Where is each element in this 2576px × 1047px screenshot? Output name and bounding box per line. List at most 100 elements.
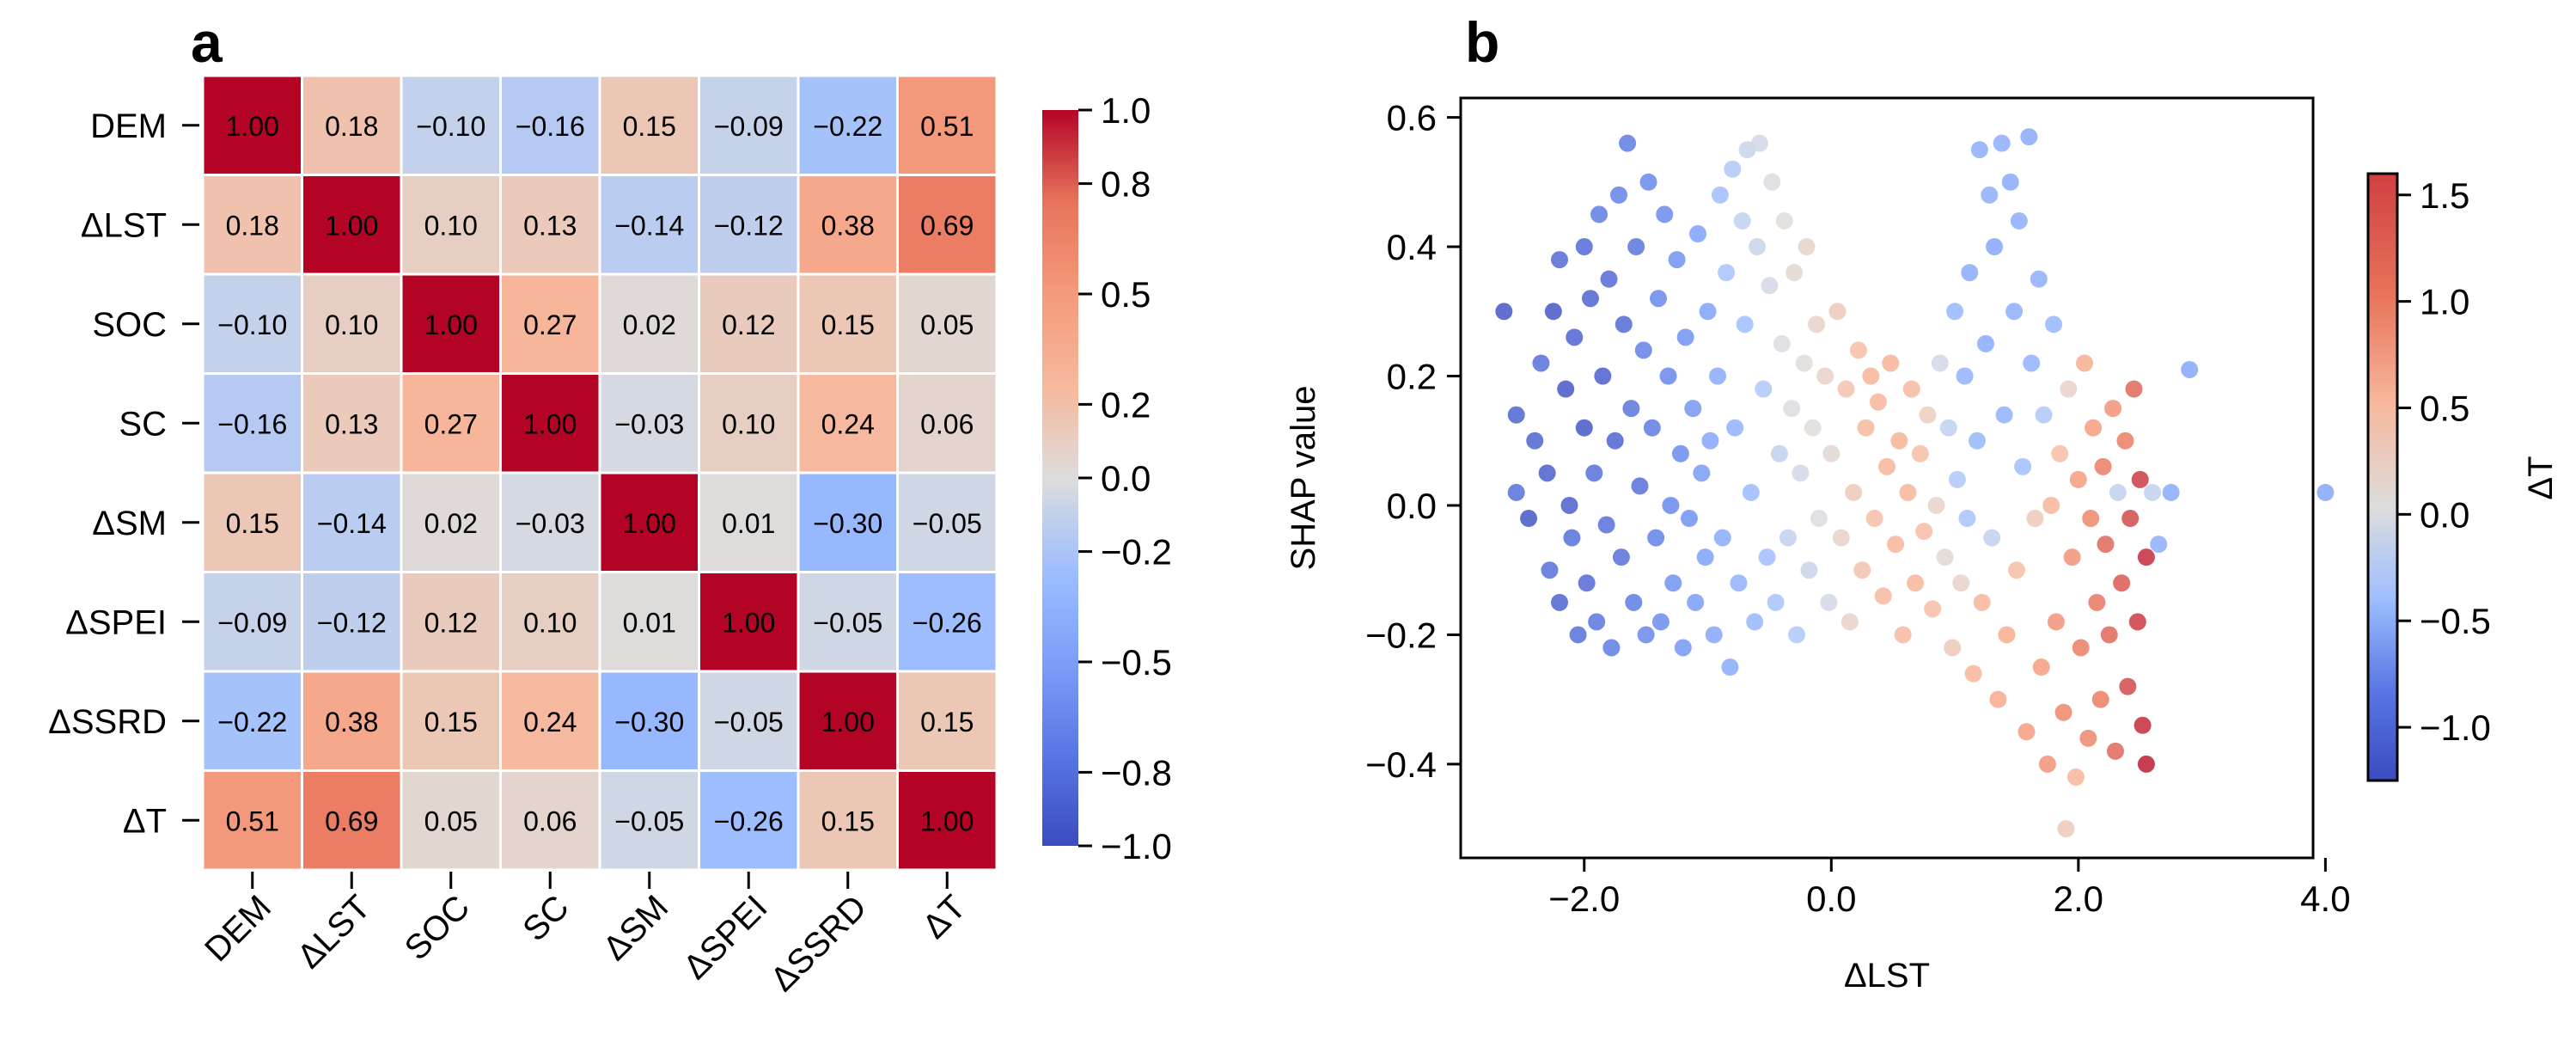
scatter-point-5 [1532, 354, 1550, 372]
heatmap-cell-7-7 [896, 769, 998, 872]
scatter-point-11 [1557, 380, 1575, 398]
scatter-point-102 [1849, 341, 1867, 359]
heatmap-cell-value-6-6: 1.00 [821, 707, 875, 738]
scatter-y-axis-label: SHAP value [1285, 386, 1322, 571]
heatmap-colorbar-tick-label-4: 0.0 [1101, 458, 1151, 499]
scatter-point-166 [2069, 470, 2087, 488]
heatmap-colorbar-tick-label-8: −1.0 [1101, 826, 1172, 866]
scatter-point-137 [1981, 186, 1999, 204]
heatmap-cell-5-4 [598, 571, 700, 673]
heatmap-cell-6-2 [400, 670, 502, 772]
heatmap-cell-value-0-2: −0.10 [416, 111, 485, 142]
heatmap-cell-value-1-0: 0.18 [226, 210, 279, 241]
scatter-point-3 [1520, 510, 1538, 528]
scatter-point-40 [1647, 529, 1665, 547]
scatter-point-163 [2060, 380, 2078, 398]
scatter-point-45 [1662, 496, 1680, 514]
heatmap-colorbar-ticks: 1.0 0.8 0.5 0.2 0.0 −0.2 −0.5 −0.8 −1.0 [1078, 90, 1172, 866]
scatter-point-34 [1627, 238, 1645, 256]
heatmap-cell-value-6-3: 0.24 [523, 707, 577, 738]
scatter-point-118 [1915, 523, 1933, 541]
heatmap-cell-value-7-2: 0.05 [424, 805, 478, 836]
heatmap-cell-value-6-5: −0.05 [714, 707, 784, 738]
heatmap-cell-value-1-6: 0.38 [821, 210, 875, 241]
scatter-point-123 [1936, 548, 1954, 566]
heatmap-col-label-0: DEM [198, 888, 278, 969]
heatmap-cell-value-4-1: −0.14 [317, 508, 387, 539]
scatter-point-129 [1956, 367, 1974, 385]
scatter-point-136 [1977, 334, 1995, 352]
scatter-points [1495, 128, 2335, 838]
scatter-point-33 [1625, 593, 1643, 611]
scatter-point-65 [1724, 160, 1742, 178]
scatter-point-6 [1538, 464, 1556, 482]
scatter-point-178 [2106, 742, 2124, 760]
heatmap-cell-6-5 [698, 670, 800, 772]
heatmap-cell-2-3 [499, 272, 601, 375]
scatter-point-96 [1822, 444, 1840, 462]
scatter-point-21 [1588, 613, 1606, 631]
scatter-y-tick-label-0: 0.6 [1387, 98, 1437, 138]
heatmap-row-label-2: SOC [92, 306, 167, 344]
scatter-y-tick-label-5: −0.4 [1365, 744, 1437, 785]
heatmap-panel: a 1.00 0.18 −0.10 −0.16 0.15 −0.09 −0.22 0.51 0.… [48, 10, 1172, 999]
heatmap-cell-value-4-0: 0.15 [226, 508, 279, 539]
scatter-point-42 [1651, 613, 1670, 631]
heatmap-cell-7-4 [598, 769, 700, 872]
scatter-point-161 [2054, 703, 2072, 721]
scatter-point-182 [2119, 677, 2137, 695]
scatter-point-169 [2079, 729, 2097, 747]
scatter-point-76 [1758, 548, 1776, 566]
heatmap-cell-2-6 [797, 272, 899, 375]
scatter-point-132 [1964, 664, 1982, 683]
heatmap-cell-7-5 [698, 769, 800, 872]
heatmap-cell-1-7 [896, 174, 998, 276]
scatter-point-155 [2035, 406, 2053, 424]
heatmap-row-label-5: ΔSPEI [65, 603, 167, 641]
heatmap-cell-2-4 [598, 272, 700, 375]
heatmap-cell-value-0-6: −0.22 [813, 111, 882, 142]
heatmap-colorbar-tick-label-2: 0.5 [1101, 274, 1151, 315]
scatter-point-188 [2137, 548, 2155, 566]
scatter-point-59 [1705, 626, 1723, 644]
heatmap-colorbar-tick-label-7: −0.8 [1101, 752, 1172, 793]
scatter-point-44 [1659, 367, 1677, 385]
scatter-point-89 [1798, 238, 1816, 256]
scatter-point-15 [1569, 626, 1587, 644]
heatmap-cell-5-1 [301, 571, 403, 673]
scatter-point-134 [1970, 141, 1988, 159]
scatter-point-49 [1674, 639, 1692, 657]
scatter-point-27 [1606, 432, 1624, 450]
heatmap-cell-value-7-6: 0.15 [821, 805, 875, 836]
scatter-colorbar-tick-label-1: 1.0 [2420, 282, 2469, 322]
scatter-point-167 [2072, 639, 2090, 657]
scatter-point-67 [1730, 574, 1748, 592]
panel-label-b: b [1465, 10, 1499, 74]
scatter-point-157 [2042, 496, 2060, 514]
heatmap-row-label-0: DEM [90, 107, 167, 145]
scatter-point-114 [1899, 483, 1917, 501]
heatmap-cell-7-3 [499, 769, 601, 872]
scatter-point-43 [1656, 205, 1674, 223]
heatmap-cell-7-0 [201, 769, 303, 872]
heatmap-cell-2-7 [896, 272, 998, 375]
scatter-point-128 [1952, 574, 1970, 592]
heatmap-cell-6-0 [201, 670, 303, 772]
heatmap-cell-value-1-3: 0.13 [523, 210, 577, 241]
heatmap-row-label-6: ΔSSRD [48, 703, 167, 741]
heatmap-cell-1-3 [499, 174, 601, 276]
scatter-point-125 [1944, 639, 1962, 657]
scatter-point-148 [2014, 457, 2032, 475]
scatter-point-62 [1713, 529, 1731, 547]
scatter-point-46 [1664, 574, 1682, 592]
scatter-point-86 [1788, 626, 1806, 644]
heatmap-cell-value-1-7: 0.69 [920, 210, 974, 241]
scatter-point-81 [1773, 334, 1791, 352]
heatmap-cell-value-7-0: 0.51 [226, 805, 279, 836]
scatter-point-112 [1890, 432, 1908, 450]
heatmap-cell-value-4-2: 0.02 [424, 508, 478, 539]
heatmap-cell-value-0-7: 0.51 [920, 111, 974, 142]
heatmap-cell-value-5-3: 0.10 [523, 607, 577, 638]
scatter-point-193 [2181, 360, 2199, 378]
